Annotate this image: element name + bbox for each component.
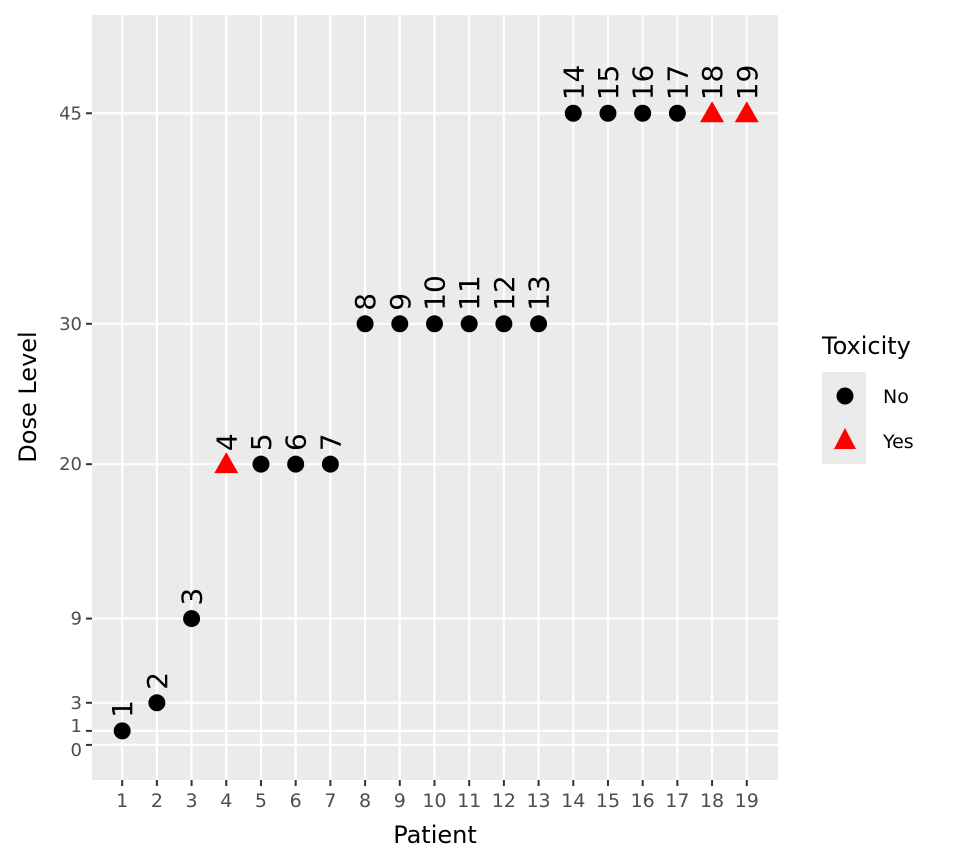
point-toxicity-no <box>634 104 652 122</box>
point-toxicity-no <box>183 610 201 628</box>
legend: Toxicity No Yes <box>821 332 914 464</box>
legend-label-no: No <box>883 386 909 408</box>
point-label: 12 <box>488 275 521 311</box>
point-label: 3 <box>176 588 209 606</box>
x-tick-label: 7 <box>324 790 336 812</box>
x-axis-title: Patient <box>393 821 477 849</box>
point-toxicity-yes <box>214 452 239 474</box>
point-label: 17 <box>661 65 694 101</box>
point-label: 14 <box>557 65 590 101</box>
point-label: 19 <box>731 65 764 101</box>
x-tick-label: 18 <box>700 790 724 812</box>
point-label: 10 <box>418 275 451 311</box>
y-axis: 0 13 9 20 30 45 <box>59 103 92 761</box>
x-axis: 1 2 3 4 5 6 7 8 9 10 11 12 13 14 15 16 17 18 19 <box>116 780 759 812</box>
y-tick-label: 0 <box>71 740 82 761</box>
point-label: 2 <box>141 672 174 690</box>
y-tick-label: 45 <box>59 103 82 124</box>
x-tick-label: 12 <box>492 790 516 812</box>
x-tick-label: 10 <box>422 790 446 812</box>
x-tick-label: 2 <box>151 790 163 812</box>
point-label: 1 <box>106 700 139 718</box>
point-label: 16 <box>627 65 660 101</box>
y-tick-label: 3 <box>71 693 82 714</box>
point-toxicity-no <box>425 315 443 333</box>
legend-key-yes <box>834 428 856 449</box>
x-tick-label: 4 <box>220 790 232 812</box>
point-toxicity-no <box>391 315 409 333</box>
point-toxicity-no <box>148 694 166 712</box>
point-toxicity-no <box>599 104 617 122</box>
y-tick-label: 1 <box>71 716 82 737</box>
y-tick-label: 9 <box>71 609 82 630</box>
point-label: 9 <box>384 293 417 311</box>
point-toxicity-yes <box>700 101 725 123</box>
point-toxicity-yes <box>734 101 759 123</box>
y-tick-label: 20 <box>59 454 82 475</box>
point-toxicity-no <box>460 315 478 333</box>
y-tick-label: 30 <box>59 314 82 335</box>
y-axis-title: Dose Level <box>14 331 42 462</box>
point-label: 5 <box>245 433 278 451</box>
x-tick-label: 9 <box>394 790 406 812</box>
x-tick-label: 16 <box>631 790 655 812</box>
point-label: 15 <box>592 65 625 101</box>
x-tick-label: 13 <box>526 790 550 812</box>
legend-key-no <box>836 387 854 405</box>
data-points <box>113 101 759 740</box>
x-tick-label: 6 <box>290 790 302 812</box>
point-toxicity-no <box>564 104 582 122</box>
point-label: 8 <box>349 293 382 311</box>
point-label: 11 <box>453 275 486 311</box>
x-tick-label: 15 <box>596 790 620 812</box>
point-toxicity-no <box>668 104 686 122</box>
point-label: 7 <box>314 433 347 451</box>
legend-title: Toxicity <box>821 332 911 360</box>
legend-label-yes: Yes <box>882 431 914 453</box>
point-label: 4 <box>210 433 243 451</box>
gridlines <box>92 15 778 780</box>
point-toxicity-no <box>287 455 305 473</box>
x-tick-label: 1 <box>116 790 128 812</box>
point-toxicity-no <box>530 315 548 333</box>
point-toxicity-no <box>495 315 513 333</box>
x-tick-label: 8 <box>359 790 371 812</box>
x-tick-label: 11 <box>457 790 481 812</box>
point-toxicity-no <box>252 455 270 473</box>
x-tick-label: 14 <box>561 790 585 812</box>
x-tick-label: 3 <box>186 790 198 812</box>
x-tick-label: 5 <box>255 790 267 812</box>
point-toxicity-no <box>356 315 374 333</box>
x-tick-label: 17 <box>665 790 689 812</box>
x-tick-label: 19 <box>735 790 759 812</box>
point-label: 18 <box>696 65 729 101</box>
legend-key-background <box>822 372 866 464</box>
point-toxicity-no <box>113 722 131 740</box>
point-label: 13 <box>523 275 556 311</box>
point-toxicity-no <box>321 455 339 473</box>
point-label: 6 <box>280 433 313 451</box>
